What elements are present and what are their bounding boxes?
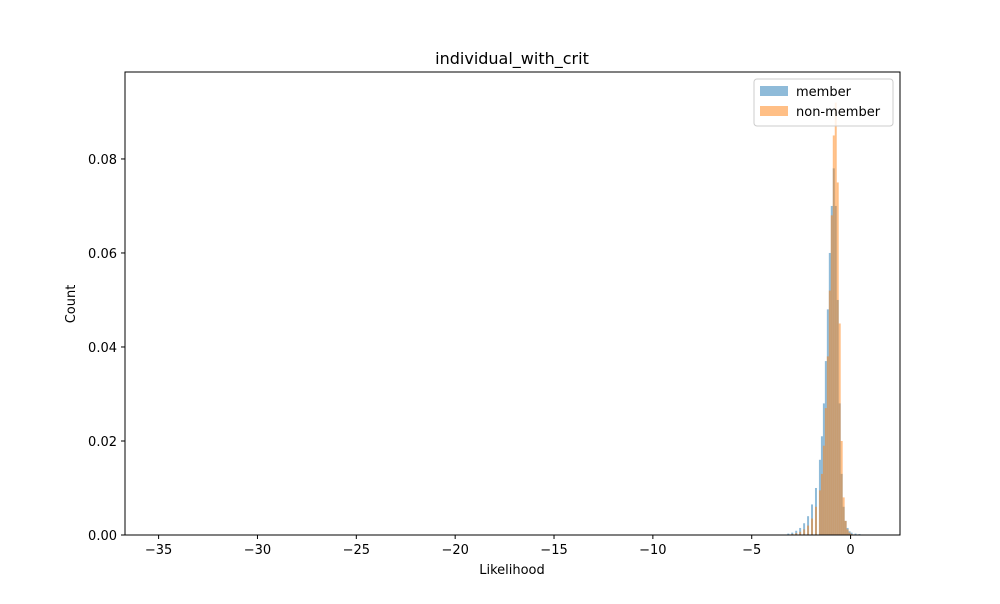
histogram-bar <box>837 182 839 535</box>
y-tick-label: 0.02 <box>88 435 117 450</box>
histogram-bar <box>829 291 831 535</box>
histogram-bar <box>811 519 813 535</box>
histogram-bar <box>825 408 827 535</box>
legend-swatch-member <box>760 86 788 96</box>
x-tick-label: −10 <box>639 543 666 558</box>
histogram-bar <box>833 135 835 535</box>
histogram-bar <box>841 441 843 535</box>
legend-label-non-member: non-member <box>796 105 881 120</box>
histogram-bar <box>831 215 833 535</box>
x-tick-label: −20 <box>441 543 468 558</box>
x-tick-label: −15 <box>540 543 567 558</box>
histogram-bar <box>815 507 817 535</box>
y-tick-label: 0.00 <box>88 529 117 544</box>
x-tick-label: −5 <box>742 543 761 558</box>
histogram-bar <box>821 474 823 535</box>
y-tick-label: 0.06 <box>88 247 117 262</box>
x-axis-label: Likelihood <box>479 563 545 578</box>
legend: member non-member <box>754 79 893 126</box>
histogram-bar <box>819 490 821 535</box>
axes-frame <box>125 72 900 535</box>
histogram-bar <box>823 446 825 535</box>
histogram-bar <box>803 529 805 535</box>
x-tick-label: −30 <box>244 543 271 558</box>
y-axis-label: Count <box>64 285 79 324</box>
x-tick-label: −35 <box>145 543 172 558</box>
x-tick-label: −25 <box>343 543 370 558</box>
y-tick-label: 0.08 <box>88 153 117 168</box>
histogram-bar <box>845 521 847 535</box>
histogram-bar <box>843 497 845 535</box>
y-tick-label: 0.04 <box>88 341 117 356</box>
histogram-bar <box>827 356 829 535</box>
legend-label-member: member <box>796 85 852 100</box>
x-tick-label: 0 <box>846 543 854 558</box>
histogram-bar <box>839 323 841 535</box>
histogram-bar <box>835 103 837 535</box>
chart-title: individual_with_crit <box>435 49 589 69</box>
series-member <box>159 168 861 535</box>
histogram-bar <box>807 526 809 535</box>
histogram-bar <box>847 529 849 535</box>
legend-swatch-non-member <box>760 106 788 116</box>
